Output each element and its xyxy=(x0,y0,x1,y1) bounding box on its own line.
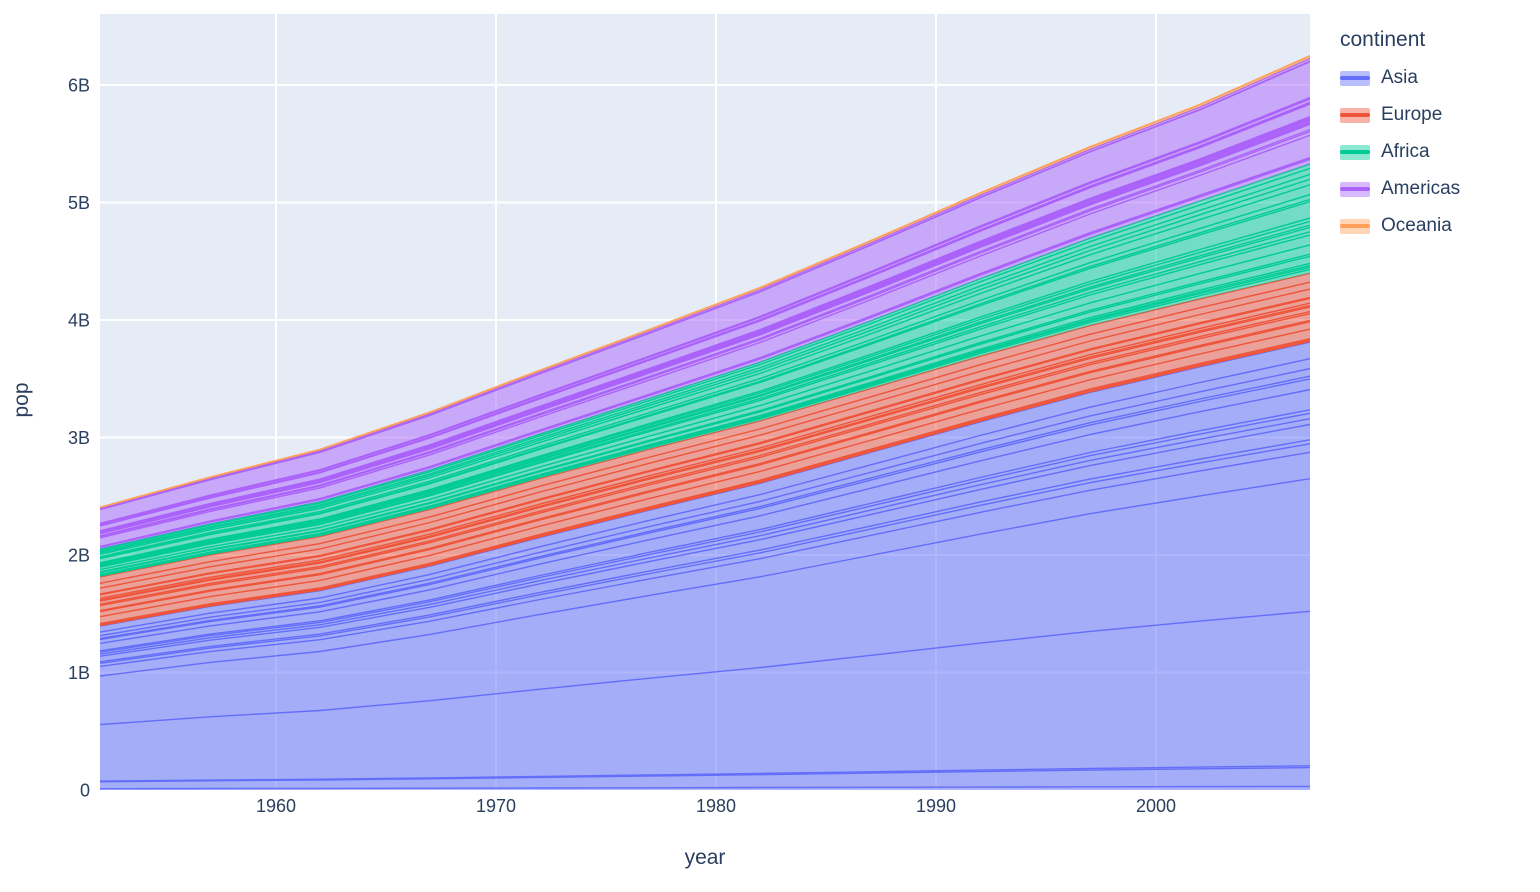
country-band-line xyxy=(100,409,1310,652)
country-band xyxy=(100,443,1310,667)
legend-label: Europe xyxy=(1381,104,1443,125)
oceania-swatch-line xyxy=(1340,223,1370,228)
x-tick-label: 2000 xyxy=(1136,796,1176,816)
country-band xyxy=(100,282,1310,589)
country-band xyxy=(100,289,1310,595)
legend-item-asia[interactable]: Asia xyxy=(1340,67,1460,89)
y-tick-label: 2B xyxy=(68,546,90,566)
country-band-line xyxy=(100,173,1310,553)
legend-items: Asia Europe Africa Americas Oceania xyxy=(1340,67,1460,237)
country-band xyxy=(100,244,1310,572)
americas-swatch-line xyxy=(1340,186,1370,191)
y-tick-label: 0 xyxy=(80,781,90,801)
continent-band-oceania xyxy=(100,54,1310,509)
y-tick-label: 6B xyxy=(68,76,90,96)
country-band xyxy=(100,418,1310,657)
country-band-line xyxy=(100,134,1310,539)
tick-labels: 1960 1970 1980 1990 2000 0 1B 2B 3B 4B 5B 6B xyxy=(68,76,1176,817)
legend-item-americas[interactable]: Americas xyxy=(1340,178,1460,200)
europe-swatch xyxy=(1340,107,1370,123)
continent-band-americas xyxy=(100,57,1310,549)
country-band xyxy=(100,767,1310,789)
legend-item-africa[interactable]: Africa xyxy=(1340,141,1460,163)
country-band-line xyxy=(100,306,1310,602)
country-band xyxy=(100,452,1310,676)
oceania-swatch xyxy=(1340,218,1370,234)
country-band-line xyxy=(100,217,1310,564)
country-band xyxy=(100,263,1310,575)
country-band xyxy=(100,478,1310,725)
continent-band-africa xyxy=(100,163,1310,577)
country-band xyxy=(100,254,1310,573)
legend-item-europe[interactable]: Europe xyxy=(1340,104,1460,126)
x-axis-title: year xyxy=(684,846,726,869)
country-band xyxy=(100,413,1310,655)
legend-label: Oceania xyxy=(1381,215,1452,236)
y-axis-title: pop xyxy=(10,382,33,418)
legend-label: Africa xyxy=(1381,141,1430,162)
country-band xyxy=(100,256,1310,575)
country-band xyxy=(100,368,1310,639)
asia-swatch-line xyxy=(1340,75,1370,80)
continent-band-asia xyxy=(100,341,1310,790)
country-band xyxy=(100,338,1310,625)
legend: continent Asia Europe Africa Americas Oceani… xyxy=(1340,28,1460,237)
asia-swatch xyxy=(1340,70,1370,86)
legend-title: continent xyxy=(1340,28,1426,51)
europe-swatch-line xyxy=(1340,112,1370,117)
country-band xyxy=(100,340,1310,626)
country-band xyxy=(100,376,1310,640)
country-band xyxy=(100,611,1310,782)
africa-swatch xyxy=(1340,144,1370,160)
y-tick-label: 4B xyxy=(68,311,90,331)
y-tick-label: 1B xyxy=(68,663,90,683)
country-band xyxy=(100,329,1310,624)
x-tick-label: 1960 xyxy=(256,796,296,816)
continent-band-europe xyxy=(100,272,1310,627)
country-band xyxy=(100,409,1310,653)
x-tick-label: 1990 xyxy=(916,796,956,816)
country-band xyxy=(100,311,1310,606)
x-tick-label: 1980 xyxy=(696,796,736,816)
y-tick-label: 3B xyxy=(68,428,90,448)
country-band xyxy=(100,378,1310,644)
stacked-areas xyxy=(100,54,1310,790)
legend-label: Asia xyxy=(1381,67,1418,88)
country-band xyxy=(100,235,1310,570)
legend-label: Americas xyxy=(1381,178,1461,199)
country-band xyxy=(100,273,1310,584)
x-tick-label: 1970 xyxy=(476,796,516,816)
africa-swatch-line xyxy=(1340,149,1370,154)
country-band xyxy=(100,439,1310,664)
country-band-line xyxy=(100,54,1310,508)
legend-item-oceania[interactable]: Oceania xyxy=(1340,215,1460,237)
country-band xyxy=(100,358,1310,636)
y-tick-label: 5B xyxy=(68,193,90,213)
americas-swatch xyxy=(1340,181,1370,197)
